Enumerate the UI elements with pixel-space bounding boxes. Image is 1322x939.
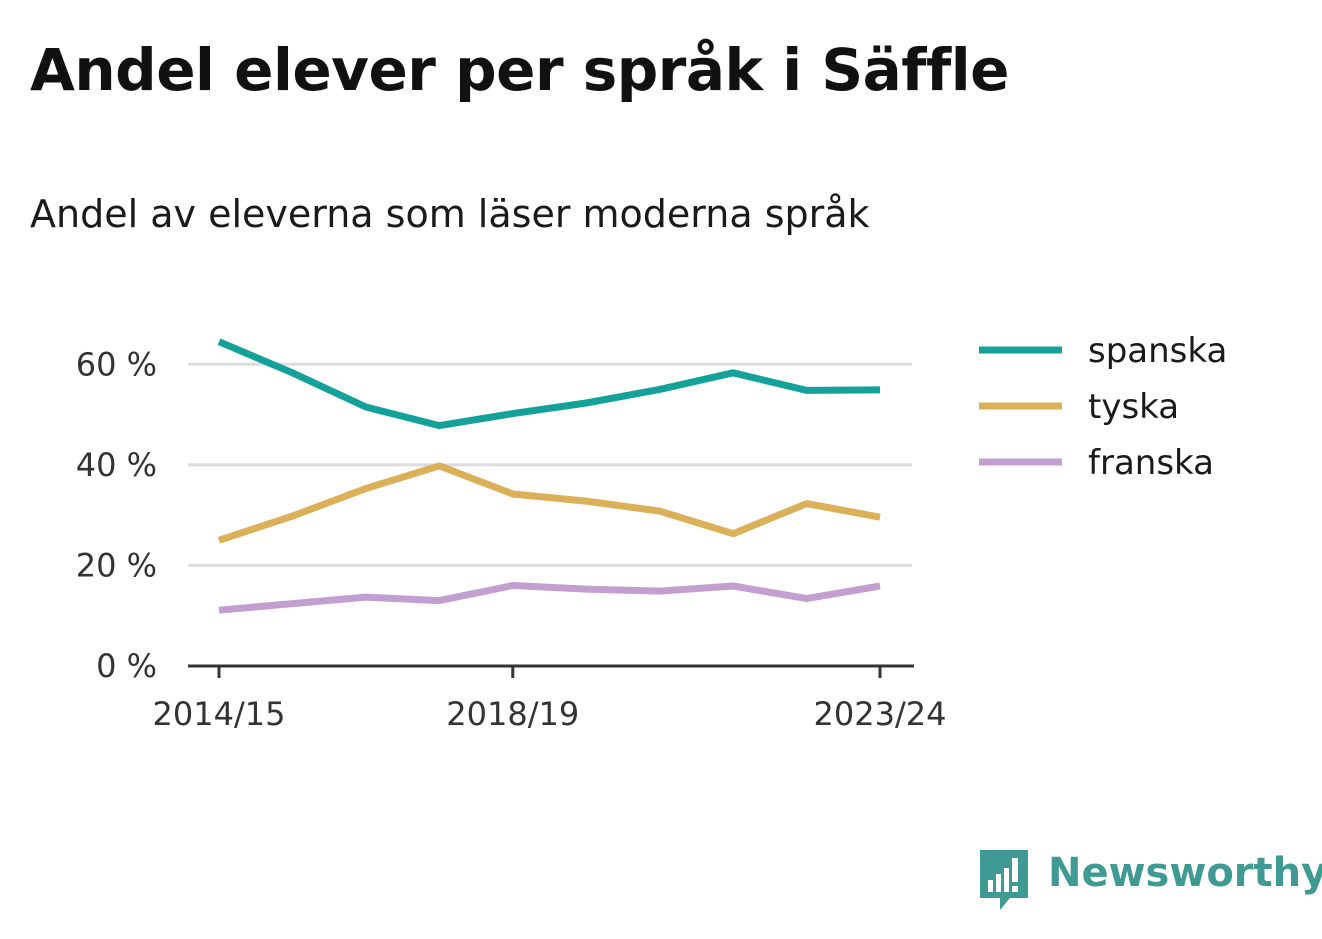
brand-name: Newsworthy: [1048, 850, 1322, 896]
y-axis-tick-labels: 0 % 20 % 40 % 60 %: [76, 345, 157, 685]
chart-title: Andel elever per språk i Säffle: [30, 36, 1009, 104]
legend: spanska tyska franska: [979, 331, 1227, 483]
x-tick-label: 2018/19: [446, 695, 579, 733]
series-line-spanska: [217, 338, 881, 430]
y-tick-label: 0 %: [96, 647, 157, 685]
x-axis: 2014/15 2018/19 2023/24: [153, 664, 947, 733]
legend-label-franska: franska: [1088, 443, 1214, 483]
series-line-franska: [218, 582, 881, 614]
series-line-tyska: [217, 462, 881, 544]
newsworthy-logo: Newsworthy: [980, 848, 1322, 912]
x-tick-label: 2023/24: [814, 695, 947, 733]
y-tick-label: 20 %: [76, 546, 157, 584]
x-tick-label: 2014/15: [153, 695, 286, 733]
gridlines: [188, 362, 912, 567]
series-lines: [217, 338, 881, 614]
legend-label-tyska: tyska: [1088, 387, 1179, 427]
bar-chart-speech-icon: [980, 850, 1028, 910]
y-tick-label: 40 %: [76, 446, 157, 484]
y-tick-label: 60 %: [76, 345, 157, 383]
chart-subtitle: Andel av eleverna som läser moderna språ…: [30, 192, 870, 236]
legend-label-spanska: spanska: [1088, 331, 1227, 371]
